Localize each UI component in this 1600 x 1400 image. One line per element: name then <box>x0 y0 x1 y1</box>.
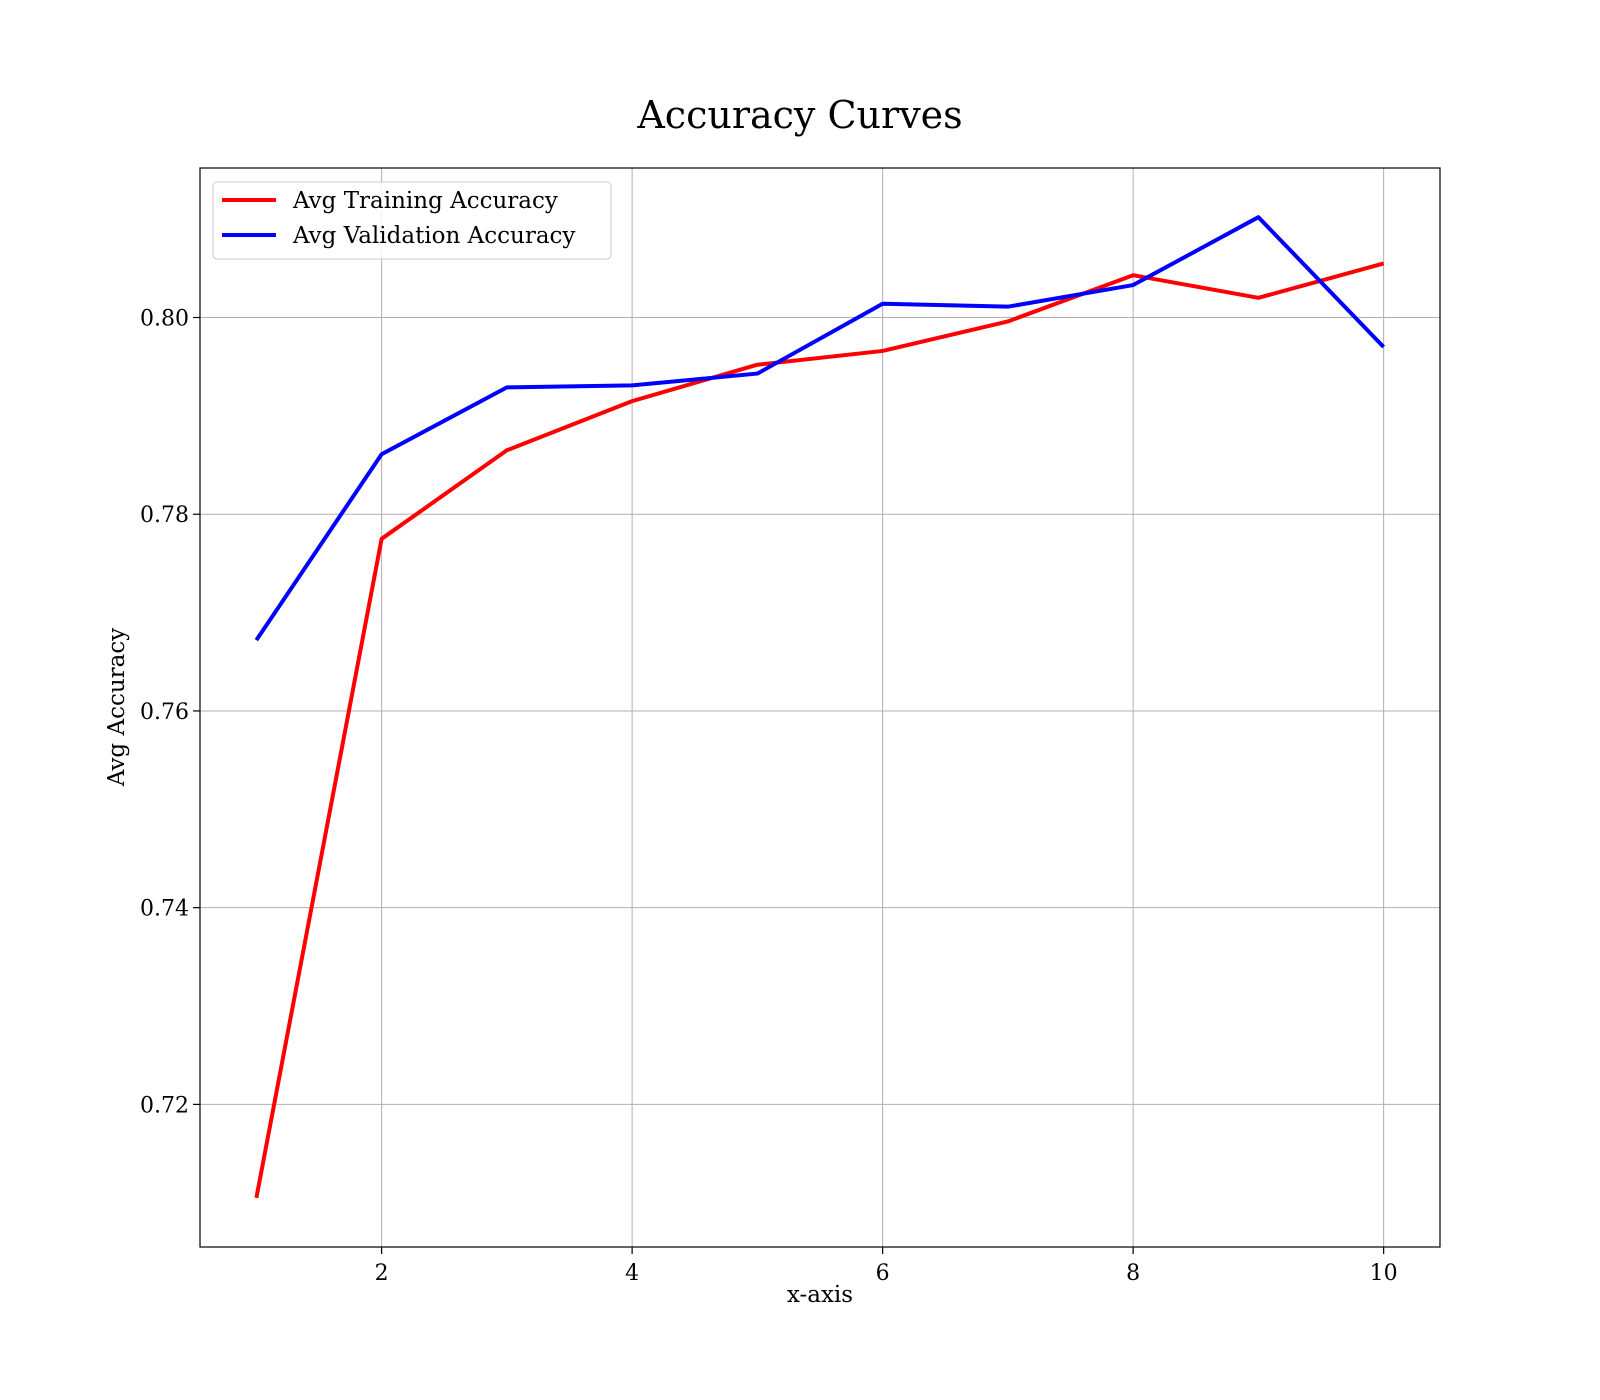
y-tick-label: 0.80 <box>140 307 189 332</box>
grid-lines <box>200 168 1440 1247</box>
x-tick-label: 6 <box>876 1261 890 1286</box>
training-accuracy-line <box>254 261 1385 1199</box>
series-lines <box>254 215 1386 1199</box>
y-tick-label: 0.78 <box>140 503 189 528</box>
chart-title: Accuracy Curves <box>636 93 962 137</box>
x-tick-label: 10 <box>1370 1261 1398 1286</box>
x-axis-label: x-axis <box>787 1282 853 1308</box>
y-tick-label: 0.76 <box>140 700 189 725</box>
y-tick-label: 0.72 <box>140 1093 189 1118</box>
x-tick-label: 8 <box>1126 1261 1140 1286</box>
x-tick-label: 4 <box>625 1261 639 1286</box>
validation-accuracy-line <box>254 215 1386 642</box>
y-tick-label: 0.74 <box>140 897 189 922</box>
x-axis-ticks: 2 4 6 8 10 <box>375 1247 1398 1286</box>
y-axis-label: Avg Accuracy <box>104 628 130 787</box>
legend: Avg Training Accuracy Avg Validation Acc… <box>212 181 612 260</box>
legend-box <box>212 181 612 260</box>
y-axis-ticks: 0.72 0.74 0.76 0.78 0.80 <box>140 307 200 1118</box>
legend-label-validation: Avg Validation Accuracy <box>292 223 575 249</box>
plot-frame <box>199 167 1441 1248</box>
x-tick-label: 2 <box>375 1261 389 1286</box>
legend-label-training: Avg Training Accuracy <box>292 188 558 214</box>
